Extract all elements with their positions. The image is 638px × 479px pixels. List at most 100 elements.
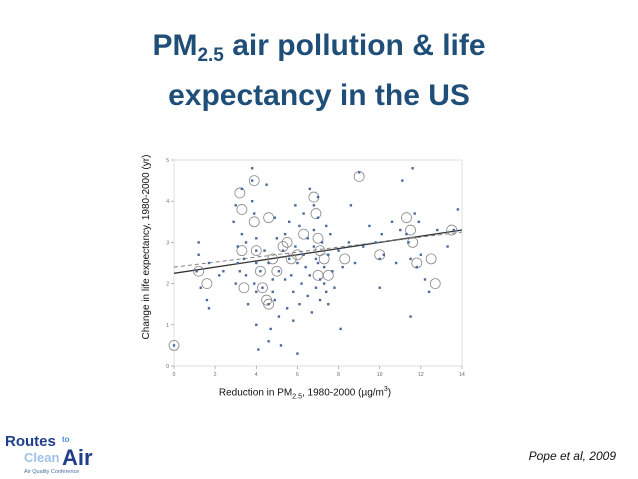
data-point — [436, 228, 439, 232]
logo-graphic: Routes to Clean Air Air Quality Conferen… — [4, 431, 104, 475]
data-point — [250, 167, 254, 170]
slide-title-line1: PM2.5 air pollution & life — [0, 26, 638, 76]
data-point — [368, 224, 371, 228]
data-point — [302, 253, 305, 256]
data-point — [234, 204, 237, 207]
data-point — [310, 311, 314, 314]
data-point — [374, 241, 377, 244]
data-point — [250, 179, 254, 182]
x-tick-label: 6 — [296, 372, 299, 378]
data-point — [255, 261, 258, 265]
y-axis-label: Change in life expectancy, 1980-2000 (yr… — [141, 154, 152, 340]
data-point — [322, 282, 326, 285]
data-point — [318, 278, 322, 281]
data-point — [302, 212, 305, 215]
data-point — [409, 315, 412, 318]
data-point — [316, 195, 320, 199]
data-point — [242, 257, 246, 261]
data-point — [292, 319, 295, 322]
y-tick-label: 4 — [166, 199, 169, 205]
data-point — [285, 307, 289, 310]
y-tick-label: 5 — [166, 158, 169, 164]
circled-data-point — [234, 187, 246, 199]
x-axis-label: Reduction in PM2.5, 1980-2000 (µg/m3) — [170, 386, 440, 400]
data-point — [257, 348, 260, 351]
data-point — [273, 298, 276, 302]
data-point — [207, 261, 211, 265]
circled-data-point — [201, 278, 213, 290]
data-point — [306, 237, 309, 240]
data-point — [271, 278, 274, 281]
data-point — [423, 278, 427, 281]
data-point — [259, 270, 262, 273]
circled-data-point — [322, 269, 334, 281]
data-point — [253, 282, 256, 285]
data-point — [329, 232, 332, 236]
data-point — [244, 274, 248, 277]
data-point — [357, 171, 361, 174]
circled-data-point — [401, 212, 412, 224]
x-axis-label-mid: , 1980-2000 (µg/m — [301, 387, 384, 399]
x-tick-label: 4 — [255, 372, 258, 378]
x-axis-label-sup: 3 — [383, 386, 388, 393]
data-point — [294, 204, 297, 207]
data-point — [347, 241, 351, 244]
data-point — [362, 245, 365, 248]
data-point — [353, 261, 357, 265]
data-point — [267, 340, 270, 343]
logo-to: to — [62, 435, 70, 444]
data-point — [411, 167, 414, 170]
data-point — [255, 323, 258, 326]
data-point — [312, 228, 316, 232]
x-axis-label-sub: 2.5 — [292, 393, 302, 401]
data-point — [316, 261, 320, 265]
data-point — [316, 216, 320, 219]
data-point — [172, 344, 176, 347]
data-point — [337, 249, 340, 252]
circled-data-point — [250, 245, 262, 257]
data-point — [300, 282, 303, 285]
data-point — [314, 286, 318, 289]
data-point — [394, 261, 398, 265]
data-point — [308, 274, 311, 277]
data-point — [325, 224, 328, 228]
data-point — [312, 204, 316, 207]
data-point — [399, 228, 402, 232]
circled-data-point — [248, 175, 260, 187]
data-point — [269, 327, 272, 331]
circled-data-point — [429, 278, 441, 290]
slide-title-line2: expectancy in the US — [168, 79, 470, 112]
circled-data-point — [446, 224, 458, 236]
data-point — [318, 298, 322, 302]
data-point — [207, 307, 211, 310]
data-point — [255, 249, 258, 252]
citation: Pope et al, 2009 — [528, 449, 616, 463]
data-point — [405, 232, 408, 236]
circled-data-point — [168, 339, 180, 351]
data-point — [314, 257, 318, 261]
data-point — [288, 220, 291, 223]
circled-data-point — [312, 232, 324, 244]
data-point — [267, 261, 270, 265]
circled-data-point — [236, 204, 248, 215]
data-point — [255, 237, 258, 240]
data-point — [417, 220, 420, 223]
x-tick-label: 14 — [459, 372, 465, 378]
data-point — [292, 290, 295, 294]
circled-data-point — [271, 265, 283, 277]
data-point — [255, 290, 258, 294]
data-point — [322, 265, 326, 269]
data-point — [283, 232, 287, 236]
data-point — [331, 270, 334, 273]
data-point — [298, 303, 301, 306]
title-line1-rest: air pollution & life — [223, 29, 486, 62]
circled-data-point — [263, 298, 275, 310]
data-point — [325, 290, 328, 294]
data-point — [390, 220, 394, 223]
data-point — [401, 179, 404, 182]
data-point — [205, 298, 209, 302]
circled-data-point — [238, 282, 250, 294]
circled-data-point — [339, 253, 351, 265]
y-tick-label: 3 — [166, 240, 169, 246]
data-point — [244, 241, 248, 244]
